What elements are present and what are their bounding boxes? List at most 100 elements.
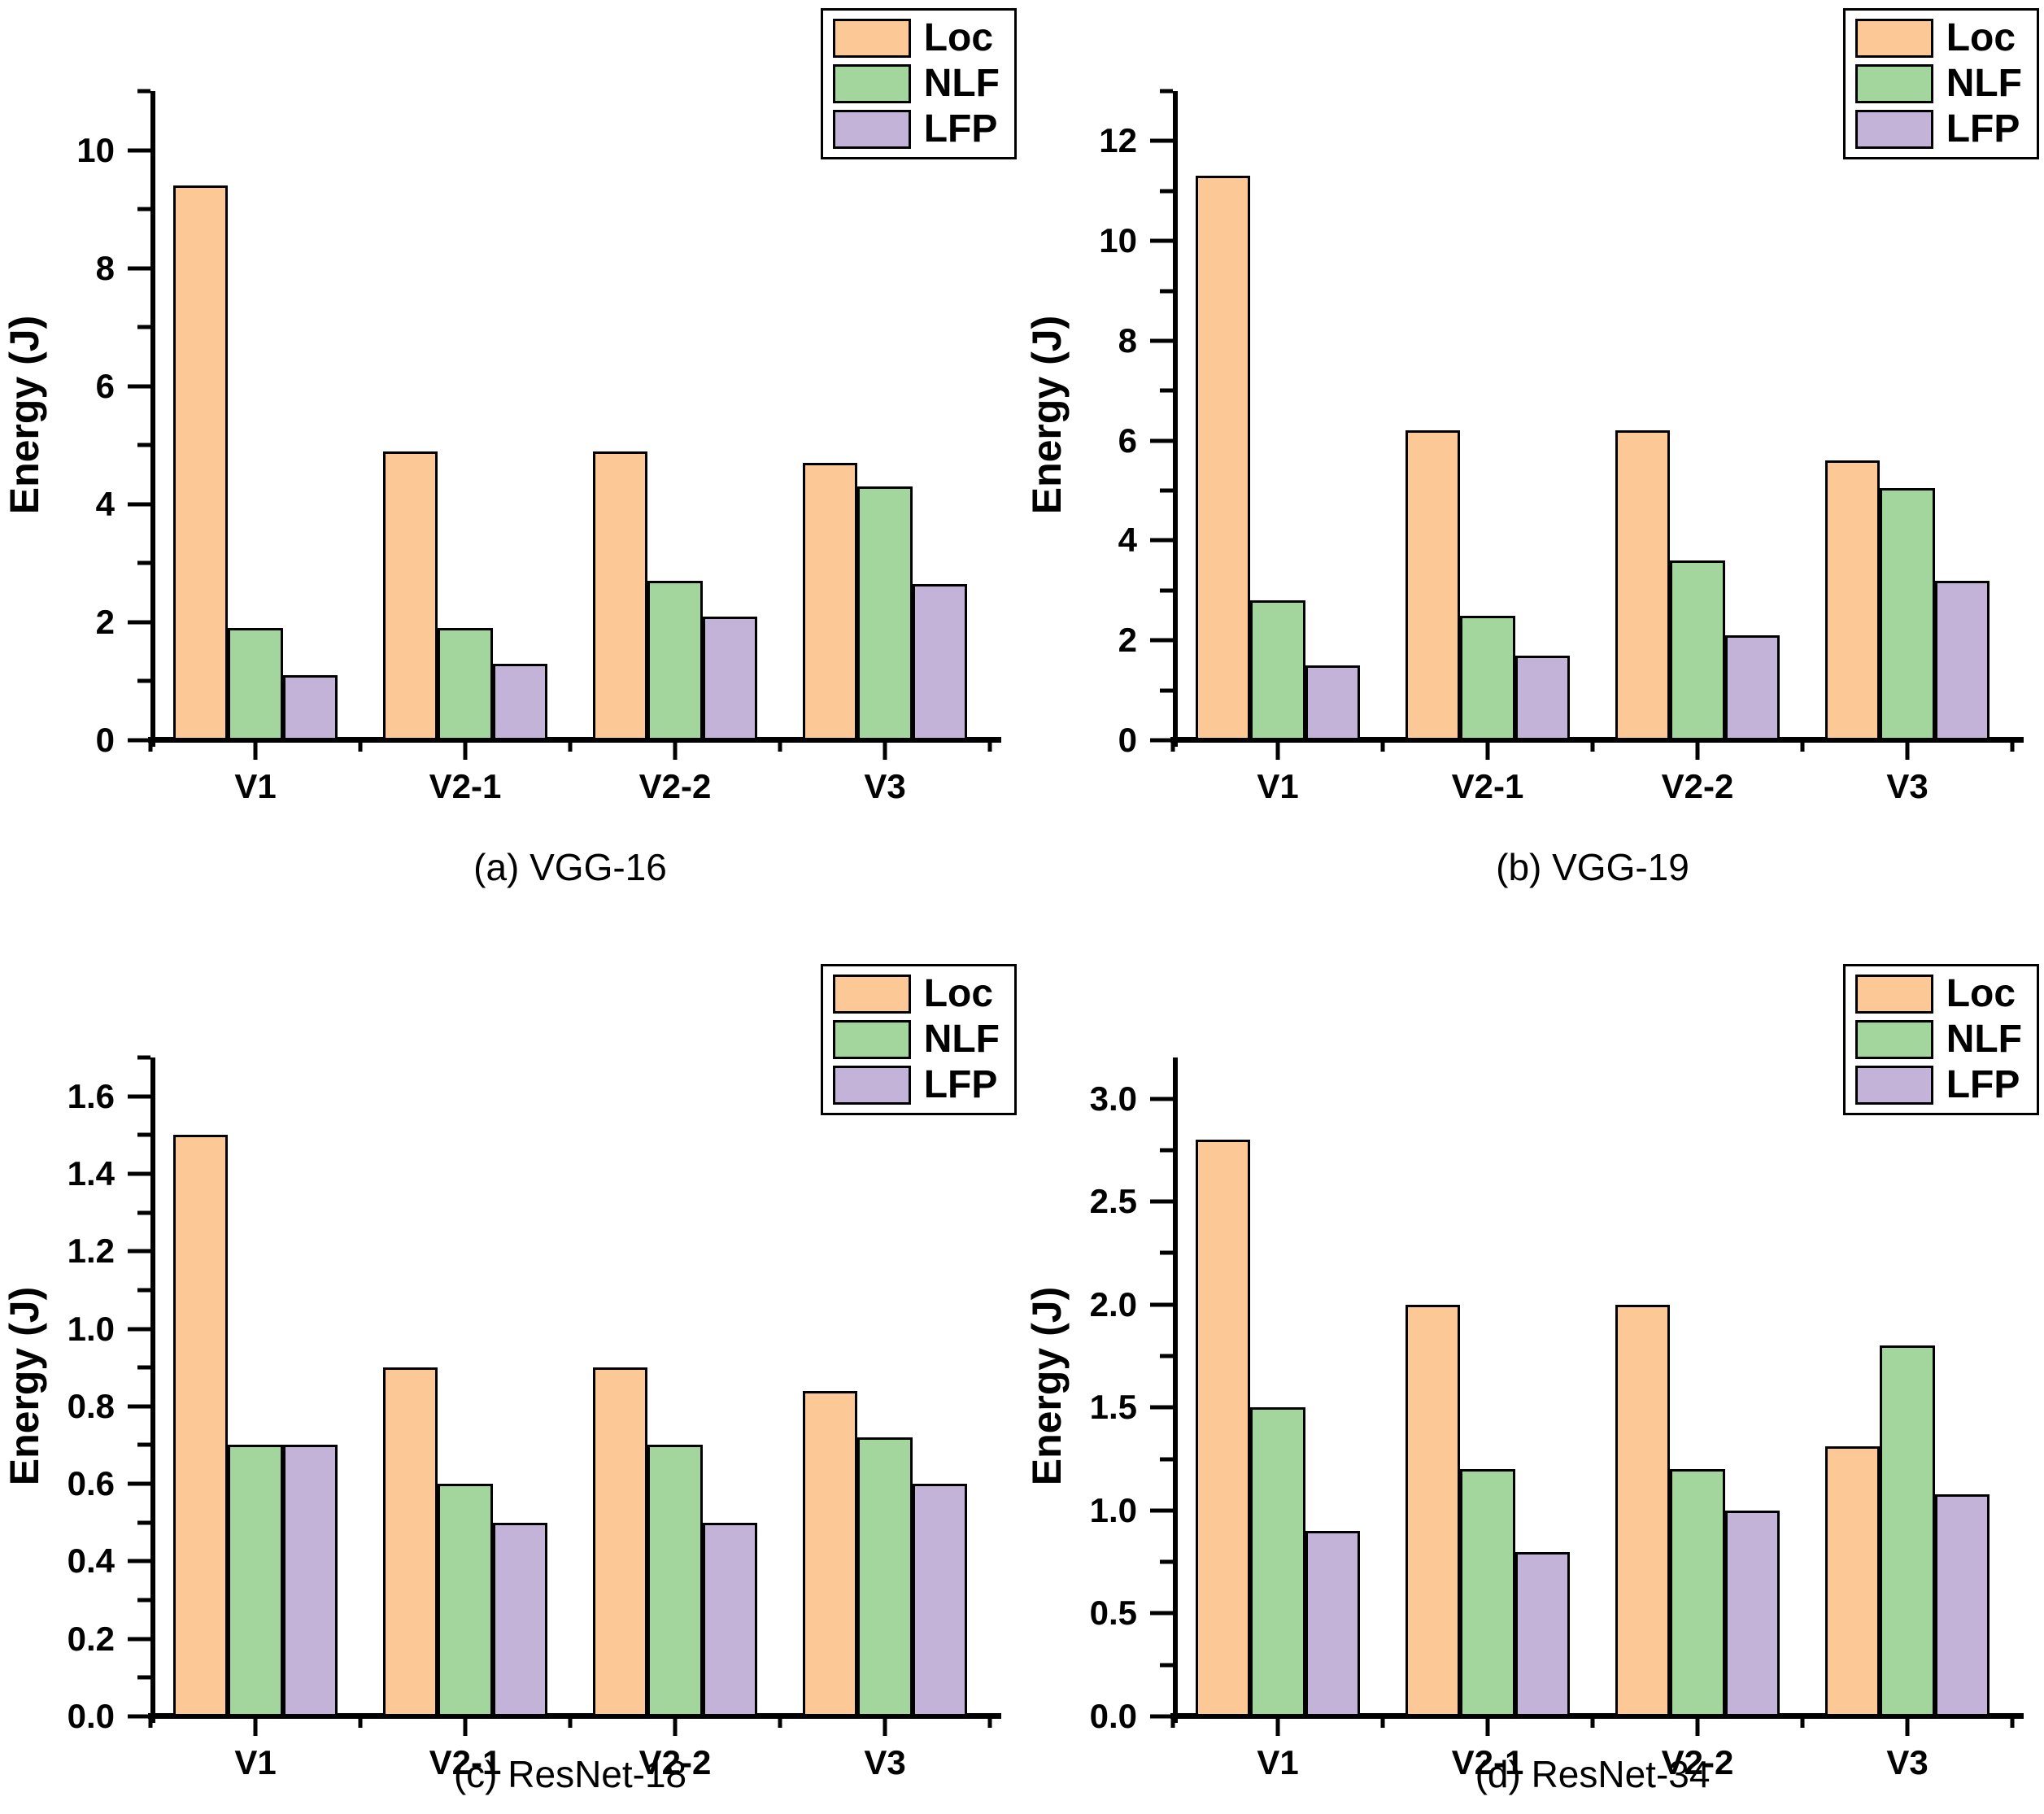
y-major-tick [128, 1559, 150, 1563]
legend-row: Loc [1854, 975, 2022, 1014]
legend: Loc NLF LFP [820, 8, 1017, 159]
y-minor-tick [137, 1288, 150, 1293]
legend-label: Loc [1946, 16, 2016, 59]
legend-row: LFP [832, 1063, 1000, 1106]
x-tick-label: V3 [1886, 767, 1929, 805]
bar-nlf-v1 [228, 1445, 283, 1716]
y-major-tick [128, 384, 150, 389]
y-axis-line [150, 91, 155, 747]
y-tick-label: 3.0 [1089, 1079, 1137, 1118]
legend-swatch-loc [1854, 19, 1933, 58]
legend: Loc NLF LFP [1842, 8, 2039, 159]
plot-area: 0.0 0.5 1.0 1.5 2.0 2.5 3.0 V1 V2-1 V2-2 V3 [1090, 1057, 2024, 1780]
x-boundary-tick [778, 740, 782, 752]
y-minor-tick [1160, 1148, 1173, 1153]
bar-lfp-v3 [912, 583, 968, 740]
y-tick-label: 6 [1118, 421, 1137, 460]
y-major-tick [1150, 1405, 1173, 1410]
x-major-tick [1905, 740, 1910, 760]
y-tick-label: 8 [95, 248, 115, 287]
bar-nlf-v2-2 [647, 581, 703, 740]
x-major-tick [673, 1716, 678, 1736]
y-tick-label: 6 [95, 366, 115, 405]
x-axis-line [1170, 1713, 2024, 1719]
y-tick-label: 0.6 [67, 1464, 115, 1503]
y-tick-label: 0 [1118, 721, 1137, 759]
y-tick-label: 0.0 [1089, 1697, 1137, 1735]
y-tick-label: 0.5 [1089, 1594, 1137, 1633]
legend-row: LFP [832, 107, 1000, 150]
subplot-caption: (a) VGG-16 [473, 846, 667, 888]
bar-lfp-v2-2 [1724, 1510, 1780, 1716]
legend-label: LFP [923, 107, 998, 150]
y-minor-tick [1160, 289, 1173, 294]
legend-swatch-lfp [832, 110, 911, 149]
y-major-tick [128, 1249, 150, 1254]
y-tick-label: 1.5 [1089, 1388, 1137, 1427]
y-tick-label: 0.8 [67, 1386, 115, 1425]
x-boundary-tick [568, 1716, 573, 1728]
bar-nlf-v2-1 [1460, 1469, 1515, 1716]
bar-nlf-v3 [1880, 488, 1935, 740]
bar-nlf-v1 [1250, 1407, 1305, 1716]
legend-swatch-loc [1854, 975, 1933, 1014]
x-major-tick [253, 740, 258, 760]
y-minor-tick [1160, 189, 1173, 194]
bar-loc-v2-1 [1405, 430, 1461, 740]
bar-lfp-v2-2 [1724, 635, 1780, 740]
legend-swatch-loc [832, 975, 911, 1014]
y-tick-label: 2.5 [1089, 1182, 1137, 1221]
bar-loc-v1 [1195, 176, 1251, 740]
y-axis-title: Energy (J) [1024, 1286, 1070, 1486]
x-tick-label: V2-1 [429, 767, 502, 805]
legend-row: NLF [832, 64, 1000, 103]
y-major-tick [1150, 738, 1173, 743]
y-major-tick [128, 1481, 150, 1486]
y-minor-tick [137, 1210, 150, 1215]
x-major-tick [1695, 1716, 1700, 1736]
y-major-tick [128, 1637, 150, 1642]
y-minor-tick [137, 1055, 150, 1060]
y-minor-tick [137, 1365, 150, 1370]
x-boundary-tick [778, 1716, 782, 1728]
legend-label: NLF [923, 1018, 1000, 1061]
bar-loc-v2-2 [592, 451, 648, 740]
bar-lfp-v3 [1934, 580, 1990, 740]
y-tick-label: 0.4 [67, 1541, 115, 1581]
x-boundary-tick [2010, 1716, 2015, 1728]
legend-swatch-nlf [1854, 1020, 1933, 1059]
y-tick-label: 1.0 [67, 1309, 115, 1348]
y-major-tick [128, 1404, 150, 1409]
bar-lfp-v2-1 [1514, 1551, 1571, 1716]
bar-nlf-v2-2 [1670, 1469, 1725, 1716]
x-tick-label: V3 [864, 767, 906, 805]
y-minor-tick [137, 1675, 150, 1680]
subplot-resnet18: Energy (J) 0.0 0.2 0.4 0.6 0.8 1.0 1.2 1.4 1.6 V1… [0, 907, 1022, 1814]
bar-lfp-v2-1 [492, 1522, 548, 1716]
x-tick-label: V2-1 [1451, 767, 1524, 805]
legend-swatch-nlf [1854, 64, 1933, 103]
legend-row: NLF [1854, 1020, 2022, 1059]
x-tick-label: V2-2 [1661, 767, 1734, 805]
x-tick-label: V2-2 [638, 1743, 712, 1781]
bar-lfp-v3 [1934, 1493, 1990, 1716]
y-minor-tick [137, 89, 150, 94]
legend-label: LFP [923, 1063, 998, 1106]
y-minor-tick [1160, 588, 1173, 593]
legend-swatch-nlf [832, 1020, 911, 1059]
bar-loc-v2-2 [1615, 430, 1671, 740]
subplot-vgg19: Energy (J) 0 2 4 6 8 10 12 V1 V2-1 V2-2 V3 Loc NLF L… [1022, 0, 2044, 907]
legend-row: Loc [832, 19, 1000, 58]
x-major-tick [463, 740, 468, 760]
legend-row: Loc [832, 975, 1000, 1014]
subplot-caption: (d) ResNet-34 [1475, 1753, 1711, 1795]
y-major-tick [1150, 1302, 1173, 1307]
y-tick-label: 1.4 [67, 1153, 115, 1193]
x-boundary-tick [1590, 740, 1595, 752]
bar-loc-v2-2 [1615, 1304, 1671, 1716]
bar-loc-v1 [1195, 1140, 1251, 1716]
y-major-tick [128, 1094, 150, 1099]
legend-row: Loc [1854, 16, 2022, 59]
y-major-tick [128, 1171, 150, 1176]
y-major-tick [128, 266, 150, 271]
